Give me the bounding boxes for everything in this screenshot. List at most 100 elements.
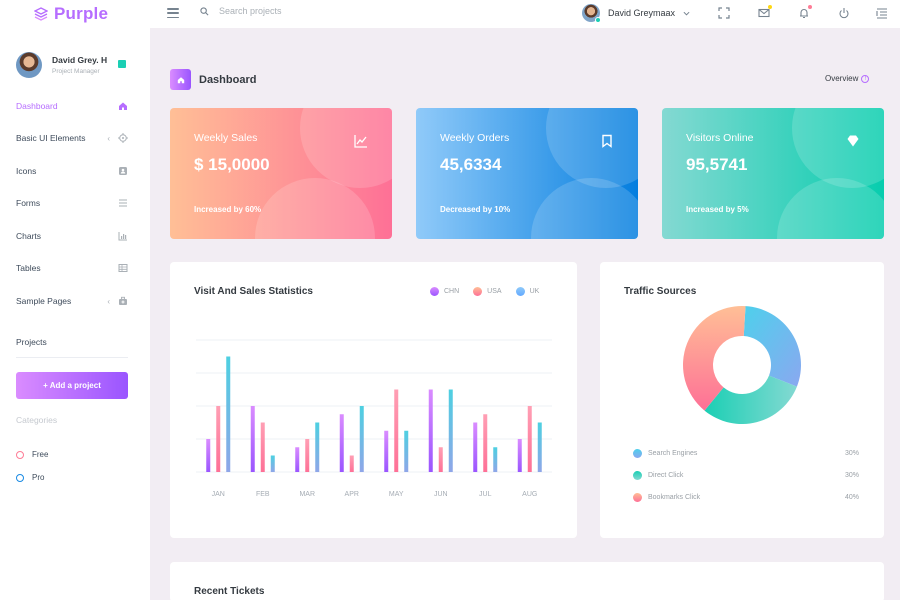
messages-button[interactable] [758, 5, 772, 19]
traffic-value: 30% [844, 472, 859, 479]
avatar [582, 4, 601, 23]
menu-toggle-icon[interactable] [167, 8, 179, 18]
mail-badge [768, 5, 772, 9]
bar-chn[interactable] [428, 389, 433, 473]
sidebar: David Grey. H Project Manager Dashboard … [0, 28, 150, 600]
bar-chn[interactable] [250, 406, 255, 472]
sidebar-item-sample-pages[interactable]: Sample Pages ‹ [16, 294, 128, 308]
fullscreen-icon[interactable] [718, 7, 730, 19]
stat-card-weekly-orders: Weekly Orders 45,6334 Decreased by 10% [416, 108, 638, 239]
bar-uk[interactable] [359, 406, 364, 472]
stat-foot: Increased by 60% [194, 205, 262, 214]
legend-swatch [633, 471, 642, 480]
bar-usa[interactable] [483, 414, 488, 472]
chevron-left-icon: ‹ [107, 133, 110, 143]
sidebar-item-tables[interactable]: Tables [16, 261, 128, 275]
layers-icon [34, 7, 48, 21]
bar-chn[interactable] [206, 439, 211, 472]
search-input[interactable] [219, 6, 359, 16]
chevron-down-icon [683, 11, 690, 16]
bar-uk[interactable] [448, 389, 453, 473]
stat-title: Visitors Online [686, 132, 754, 144]
legend-swatch [430, 287, 439, 296]
page-header: Dashboard [170, 69, 256, 90]
bar-uk[interactable] [493, 447, 498, 472]
page-title: Dashboard [199, 73, 257, 86]
bar-chn[interactable] [517, 439, 522, 472]
chart-bar-icon [118, 232, 127, 241]
user-dropdown[interactable]: David Greymaax [582, 4, 690, 23]
sidebar-profile[interactable]: David Grey. H Project Manager [16, 52, 132, 78]
sales-chart-title: Visit And Sales Statistics [194, 286, 313, 297]
category-free[interactable]: Free [16, 450, 48, 459]
legend-item-usa: USA [473, 287, 502, 296]
bar-usa[interactable] [260, 422, 265, 473]
legend-item-uk: UK [515, 287, 540, 296]
add-project-button[interactable]: + Add a project [16, 372, 128, 399]
legend-item-chn: CHN [430, 287, 459, 296]
stat-title: Weekly Sales [194, 132, 258, 144]
decor-circle [531, 178, 638, 239]
bar-uk[interactable] [404, 430, 409, 472]
slice-direct-click[interactable] [704, 375, 797, 424]
bar-usa[interactable] [527, 406, 532, 472]
sidebar-item-charts[interactable]: Charts [16, 229, 128, 243]
sales-legend: CHN USA UK [430, 287, 539, 296]
bar-uk[interactable] [315, 422, 320, 473]
crosshairs-icon [118, 133, 128, 143]
bar-chn[interactable] [473, 422, 478, 473]
notification-badge [808, 5, 812, 9]
recent-tickets-title: Recent Tickets [194, 586, 265, 597]
bar-chn[interactable] [384, 430, 389, 472]
traffic-value: 40% [844, 494, 859, 501]
slice-search-engines[interactable] [743, 306, 801, 387]
slice-bookmarks-click[interactable] [683, 306, 746, 411]
category-label: Free [32, 450, 49, 459]
bar-usa[interactable] [216, 406, 221, 472]
bar-usa[interactable] [394, 389, 399, 473]
overview-label: Overview [825, 74, 859, 83]
bar-uk[interactable] [226, 356, 231, 473]
stat-foot: Increased by 5% [686, 205, 749, 214]
home-icon [170, 69, 191, 90]
sidebar-item-label: Sample Pages [16, 296, 72, 306]
online-status-dot [595, 17, 601, 23]
bar-usa[interactable] [349, 455, 354, 473]
medical-bag-icon [119, 296, 127, 305]
sidebar-item-basic-ui[interactable]: Basic UI Elements ‹ [16, 131, 128, 145]
bar-uk[interactable] [537, 422, 542, 473]
traffic-donut-chart [683, 306, 801, 424]
x-tick-label: FEB [256, 491, 270, 498]
traffic-label: Direct Click [648, 472, 684, 479]
overview-link[interactable]: Overview ! [825, 74, 870, 83]
legend-label: UK [529, 288, 540, 295]
recent-tickets-card [170, 562, 884, 600]
x-tick-label: MAR [299, 491, 315, 498]
avatar [16, 52, 42, 78]
bar-chn[interactable] [295, 447, 300, 472]
list-icon[interactable] [876, 7, 888, 19]
sidebar-item-icons[interactable]: Icons [16, 164, 128, 178]
traffic-row-direct-click: Direct Click 30% [633, 471, 859, 480]
bar-usa[interactable] [438, 447, 443, 472]
decor-circle [792, 108, 884, 188]
profile-role: Project Manager [52, 68, 100, 75]
sidebar-item-dashboard[interactable]: Dashboard [16, 99, 128, 113]
power-icon[interactable] [838, 7, 850, 19]
sidebar-item-label: Charts [16, 231, 42, 241]
sidebar-item-forms[interactable]: Forms [16, 196, 128, 210]
bar-uk[interactable] [270, 455, 275, 473]
bar-chn[interactable] [339, 414, 344, 472]
brand-logo[interactable]: Purple [0, 4, 150, 24]
bookmark-check-icon [118, 60, 126, 68]
category-pro[interactable]: Pro [16, 473, 44, 482]
traffic-chart-title: Traffic Sources [624, 286, 697, 297]
notifications-button[interactable] [798, 5, 812, 19]
brand-name: Purple [54, 4, 109, 23]
table-icon [118, 264, 128, 272]
x-tick-label: JAN [212, 491, 225, 498]
decor-circle [546, 108, 638, 188]
circle-outline-icon [16, 450, 24, 459]
bar-usa[interactable] [305, 439, 310, 472]
legend-swatch [633, 493, 642, 502]
